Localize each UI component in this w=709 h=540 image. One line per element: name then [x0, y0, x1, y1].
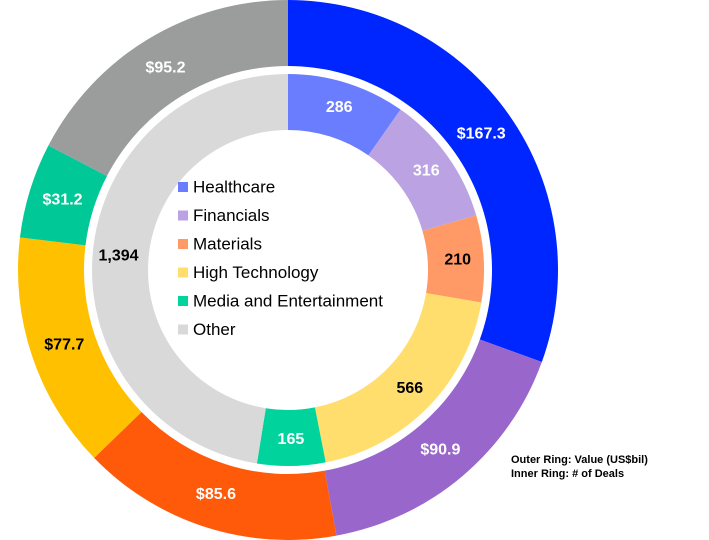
inner-segment — [288, 74, 401, 156]
legend-label: Healthcare — [193, 177, 275, 196]
data-label: $31.2 — [43, 191, 83, 208]
data-label: 316 — [413, 162, 440, 179]
legend-label: Materials — [193, 234, 262, 253]
data-label: 286 — [326, 99, 353, 116]
outer-segment — [94, 411, 337, 540]
legend-label: Other — [193, 320, 236, 339]
data-label: $167.3 — [457, 126, 506, 143]
data-label: $95.2 — [145, 60, 185, 77]
legend-swatch — [178, 182, 188, 192]
data-label: 210 — [444, 251, 471, 268]
annotation: Outer Ring: Value (US$bil) — [511, 454, 648, 466]
outer-segment — [17, 237, 142, 458]
legend-swatch — [178, 267, 188, 278]
outer-segment — [48, 0, 288, 176]
inner-segment — [422, 215, 484, 303]
legend-label: Media and Entertainment — [193, 291, 383, 310]
outer-segment — [288, 0, 558, 363]
inner-segment — [92, 74, 289, 464]
data-label: $90.9 — [420, 441, 460, 458]
data-label: 566 — [396, 380, 423, 397]
data-label: $77.7 — [44, 336, 84, 353]
legend-swatch — [178, 296, 188, 306]
legend-swatch — [178, 324, 188, 335]
annotation: Inner Ring: # of Deals — [511, 468, 624, 480]
outer-segment — [19, 145, 107, 246]
data-label: 165 — [278, 431, 305, 448]
data-label: 1,394 — [99, 248, 139, 265]
data-label: $85.6 — [196, 486, 236, 503]
inner-segment — [256, 407, 326, 467]
legend-swatch — [178, 210, 188, 221]
inner-segment — [314, 293, 482, 463]
legend-swatch — [178, 239, 188, 249]
inner-segment — [368, 109, 477, 231]
legend-label: Financials — [193, 206, 270, 225]
outer-segment — [324, 339, 542, 536]
legend-label: High Technology — [193, 263, 319, 282]
